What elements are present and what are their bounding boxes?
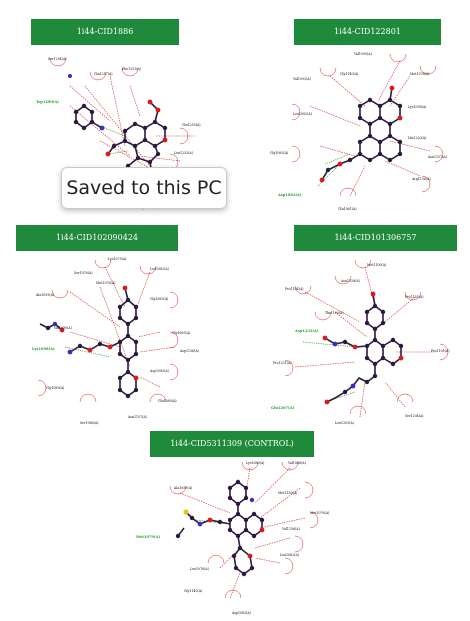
interaction-diagram: Val1090(A) Gly1140(A) Met1076(A) Val1092… (270, 52, 447, 211)
residue-label: Glu1080(A) (158, 399, 177, 403)
residue-label: Gly1085(A) (150, 297, 168, 301)
residue-label: Ser1204(A) (405, 414, 424, 418)
residue-label: Val1088(A) (287, 461, 306, 465)
hbond-residue-label: Lys1098(A) (32, 347, 55, 351)
ligand-atoms (73, 103, 168, 185)
residue-label: Met1076(A) (96, 281, 115, 285)
oxygen-atoms (105, 99, 168, 157)
residue-label: Gly1085(A) (172, 331, 190, 335)
residue-label: Pro1105(A) (431, 349, 450, 353)
ligand-bonds (177, 481, 263, 575)
interaction-diagram: Lys1075(A) Leu1082(A) Ala1059(A) Ser1076… (32, 257, 199, 425)
residue-label: Ala1059(A) (173, 486, 192, 490)
hydrophobic-arcs (37, 259, 179, 403)
residue-label: Leu1076(A) (190, 567, 209, 571)
hbond-residue-label: Asp1232(A) (294, 329, 319, 333)
residue-label: Gly1140(A) (340, 72, 358, 76)
residue-label: Pro1104(A) (285, 287, 304, 291)
interaction-diagram: Met1100(A) Asn1158(A) Pro1104(A) Pro1155… (271, 259, 450, 425)
interaction-diagram: Lys1080(A) Val1088(A) Ala1059(A) Met1150… (136, 461, 329, 615)
contact-lines (69, 75, 195, 172)
panel-title: 1i44-CID1886 (31, 19, 179, 45)
residue-label: Met1076(A) (410, 72, 429, 76)
ligand-atoms (45, 297, 139, 399)
residue-label: Asp1083(A) (231, 611, 251, 615)
residue-label: Ala1059(A) (35, 293, 54, 297)
residue-label: His1220(A) (408, 136, 426, 140)
residue-label: Met1150(A) (278, 491, 297, 495)
residue-label: Met1100(A) (367, 263, 386, 267)
residue-label: Val1090(A) (353, 52, 372, 56)
residue-label: Gly1140(A) (184, 589, 202, 593)
contact-lines (309, 60, 431, 197)
hbond-residue-label: Glu1207(A) (271, 406, 295, 410)
residue-label: Lys1080(A) (246, 461, 264, 465)
ligand-atoms (175, 479, 265, 577)
saved-toast[interactable]: Saved to this PC (61, 167, 227, 209)
hydrophobic-arcs (291, 53, 444, 197)
residue-label: Asn1158(A) (340, 279, 360, 283)
hydrophobic-arcs (284, 259, 449, 415)
residue-label: Gly1085(A) (270, 151, 288, 155)
residue-label: Ser1076(A) (74, 271, 93, 275)
oxygen-atoms (319, 85, 403, 183)
residue-label: Asp1083(A) (149, 369, 169, 373)
residue-label: Asn1157(A) (127, 415, 147, 419)
residue-label: Pro1231(A) (273, 361, 292, 365)
ligand-bonds (321, 87, 401, 181)
hydrophobic-arcs (169, 461, 319, 599)
residue-label: Ser1086(A) (80, 421, 99, 425)
residue-label: Lys1075(A) (108, 257, 126, 261)
contact-lines (69, 266, 176, 388)
residue-label: Val1090(A) (53, 326, 72, 330)
residue-label: Leu1082(A) (293, 112, 312, 116)
panel-title: 1i44-CID101306757 (294, 225, 457, 251)
hbond-lines (64, 346, 111, 358)
residue-label: Lys1098(A) (408, 105, 426, 109)
residue-label: Leu1082(A) (280, 553, 299, 557)
residue-label: Thr1100(A) (325, 311, 344, 315)
oxygen-atoms (59, 285, 139, 381)
residue-label: Gly1089(A) (46, 386, 64, 390)
hbond-residue-label: Trp1290(A) (36, 100, 59, 104)
residue-label: Leu1082(A) (150, 267, 169, 271)
ligand-atoms (342, 303, 404, 395)
hbond-residue-label: Met1079(A) (136, 535, 160, 539)
residue-label: Met1076(A) (310, 511, 329, 515)
contact-lines (294, 266, 435, 418)
residue-label: Leu1253(A) (174, 151, 193, 155)
oxygen-atoms (207, 517, 265, 559)
residue-label: Gln1257(A) (94, 72, 113, 76)
residue-label: Gln1255(A) (182, 123, 201, 127)
residue-label: Pro1155(A) (405, 295, 424, 299)
hbond-lines (302, 341, 356, 403)
contact-lines (179, 467, 306, 599)
ligand-atoms (325, 97, 403, 173)
panel-title: 1i44-CID122801 (294, 19, 441, 45)
residue-label: Arg1136(A) (411, 177, 431, 181)
residue-label: Val1156(A) (281, 527, 300, 531)
sulfur-atoms (183, 509, 189, 515)
oxygen-atoms (322, 291, 404, 405)
panel-title: 1i44-CID102090424 (16, 225, 178, 251)
nitrogen-atoms (197, 497, 255, 527)
residue-label: Glu1061(A) (338, 207, 357, 211)
residue-label: Phe1251(A) (122, 67, 141, 71)
residue-label: Ser1294(A) (48, 57, 67, 61)
residue-label: Asn1157(A) (427, 155, 447, 159)
nitrogen-atoms (52, 321, 73, 355)
hbond-residue-label: Asp1083(A) (277, 193, 302, 197)
residue-label: Val1092(A) (292, 77, 311, 81)
nitrogen-atoms (332, 341, 356, 389)
panel-title: 1i44-CID5311309 (CONTROL) (150, 431, 314, 457)
residue-label: Asp1136(A) (179, 349, 199, 353)
residue-label: Leu1205(A) (335, 421, 354, 425)
nitrogen-atoms (68, 74, 105, 131)
